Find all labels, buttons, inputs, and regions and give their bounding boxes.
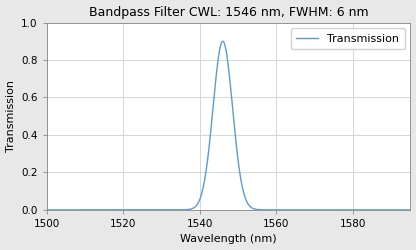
Legend: Transmission: Transmission [291, 28, 405, 49]
Transmission [281, 208, 286, 211]
Transmission [183, 208, 188, 211]
X-axis label: Wavelength (nm): Wavelength (nm) [180, 234, 277, 244]
Transmission [316, 208, 321, 211]
Title: Bandpass Filter CWL: 1546 nm, FWHM: 6 nm: Bandpass Filter CWL: 1546 nm, FWHM: 6 nm [89, 6, 368, 18]
Line: Transmission: Transmission [47, 41, 411, 210]
Transmission [262, 208, 267, 211]
Transmission [220, 40, 225, 43]
Transmission [408, 208, 413, 211]
Transmission [343, 208, 348, 211]
Transmission [110, 208, 115, 211]
Y-axis label: Transmission: Transmission [5, 80, 15, 152]
Transmission [44, 208, 49, 211]
